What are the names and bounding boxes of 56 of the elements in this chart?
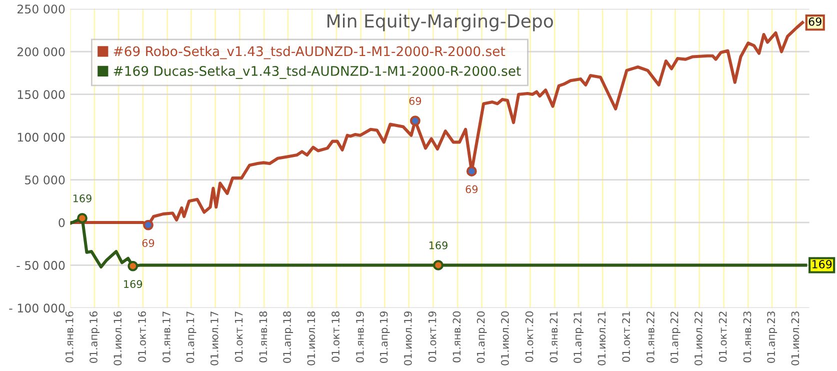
annotation: 169	[429, 241, 448, 250]
legend-label: #169 Ducas-Setka_v1.43_tsd-AUDNZD-1-M1-2000-R-2000.set	[114, 66, 521, 79]
x-tick-label: 01.июл.19	[404, 311, 412, 366]
point	[128, 260, 138, 272]
x-tick-label: 01.июл.16	[114, 311, 122, 366]
x-tick-label: 01.июл.17	[210, 312, 218, 366]
annotation: 69	[808, 17, 822, 26]
x-tick-label: 01.апр.20	[476, 311, 487, 363]
point	[143, 220, 154, 230]
x-tick-label: 01.июл.22	[694, 312, 702, 366]
x-tick-label: 01.окт.16	[138, 311, 146, 362]
x-tick-label: 01.апр.21	[574, 312, 584, 363]
x-tick-label: 01.окт.21	[622, 312, 630, 362]
x-tick-label: 01.янв.16	[65, 311, 74, 362]
x-tick-label: 01.апр.23	[767, 312, 778, 363]
x-tick-label: 01.окт.19	[428, 311, 436, 362]
x-tick-label: 01.июл.21	[598, 312, 606, 366]
y-tick-label: 250 000	[17, 4, 65, 14]
x-tick-label: 01.апр.22	[670, 312, 680, 363]
y-tick-label: 50 000	[25, 176, 65, 184]
annotation: 69	[142, 239, 154, 248]
annotation: 169	[812, 260, 832, 268]
annotation: 69	[409, 97, 422, 105]
x-tick-label: 01.окт.20	[525, 311, 534, 362]
point	[410, 116, 420, 126]
legend-label: #69 Robo-Setka_v1.43_tsd-AUDNZD-1-M1-2000-R-2000.set	[114, 46, 506, 60]
annotation: 69	[466, 185, 478, 194]
x-tick-label: 01.янв.19	[356, 311, 364, 362]
x-tick-label: 01.янв.23	[743, 312, 752, 362]
x-tick-label: 01.окт.18	[332, 311, 340, 362]
x-tick-label: 01.янв.20	[452, 311, 461, 362]
y-tick-label: 150 000	[18, 90, 65, 99]
x-tick-label: 01.янв.17	[162, 312, 170, 362]
x-tick-label: 01.июл.20	[500, 311, 509, 366]
x-tick-label: 01.июл.23	[791, 312, 800, 366]
y-tick-label: - 100 000	[9, 304, 65, 313]
x-tick-label: 01.июл.18	[307, 311, 316, 366]
y-tick-label: - 50 000	[16, 260, 65, 270]
x-tick-label: 01.апр.19	[380, 311, 390, 363]
x-tick-label: 01.янв.18	[259, 311, 268, 362]
y-tick-label: 100 000	[18, 132, 65, 142]
x-tick-label: 01.янв.21	[550, 312, 558, 362]
point	[466, 166, 477, 176]
chart-title: Min Equity-Marging-Depo	[327, 14, 553, 32]
x-tick-label: 01.окт.17	[234, 312, 243, 362]
point	[433, 260, 444, 270]
point	[77, 213, 88, 224]
x-tick-label: 01.апр.18	[283, 311, 293, 363]
annotation: 169	[73, 194, 92, 202]
annotation: 169	[124, 280, 142, 288]
x-tick-label: 01.апр.17	[186, 312, 196, 363]
x-tick-label: 01.апр.16	[90, 311, 100, 363]
x-tick-label: 01.янв.22	[646, 312, 654, 362]
y-tick-label: 200 000	[17, 47, 65, 56]
y-tick-label: 0	[58, 218, 65, 228]
x-tick-label: 01.окт.22	[718, 312, 727, 362]
